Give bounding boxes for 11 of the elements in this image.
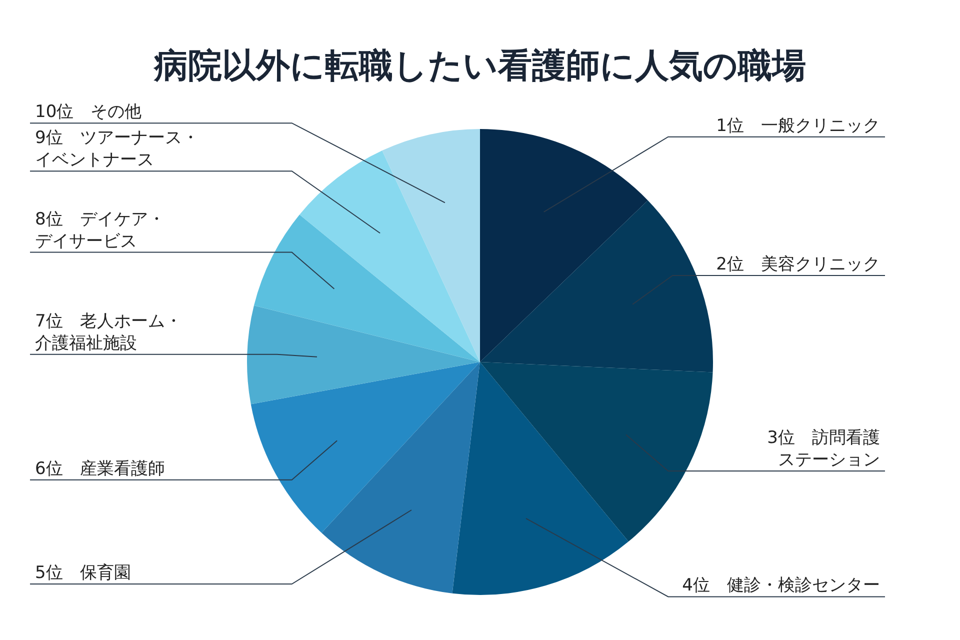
slice-label: 3位 訪問看護ステーション bbox=[767, 428, 880, 470]
slice-label: 10位 その他 bbox=[35, 102, 142, 122]
slice-label: 6位 産業看護師 bbox=[35, 458, 165, 479]
slice-label: 9位 ツアーナース・イベントナース bbox=[35, 128, 199, 170]
slice-label: 5位 保育園 bbox=[35, 563, 131, 584]
chart-title: 病院以外に転職したい看護師に人気の職場 bbox=[153, 46, 806, 86]
slice-label: 8位 デイケア・デイサービス bbox=[35, 209, 165, 252]
slice-label: 7位 老人ホーム・介護福祉施設 bbox=[35, 311, 182, 354]
slice-label: 2位 美容クリニック bbox=[716, 254, 880, 275]
slice-label: 1位 一般クリニック bbox=[716, 116, 880, 136]
slice-label: 4位 健診・検診センター bbox=[682, 576, 880, 596]
